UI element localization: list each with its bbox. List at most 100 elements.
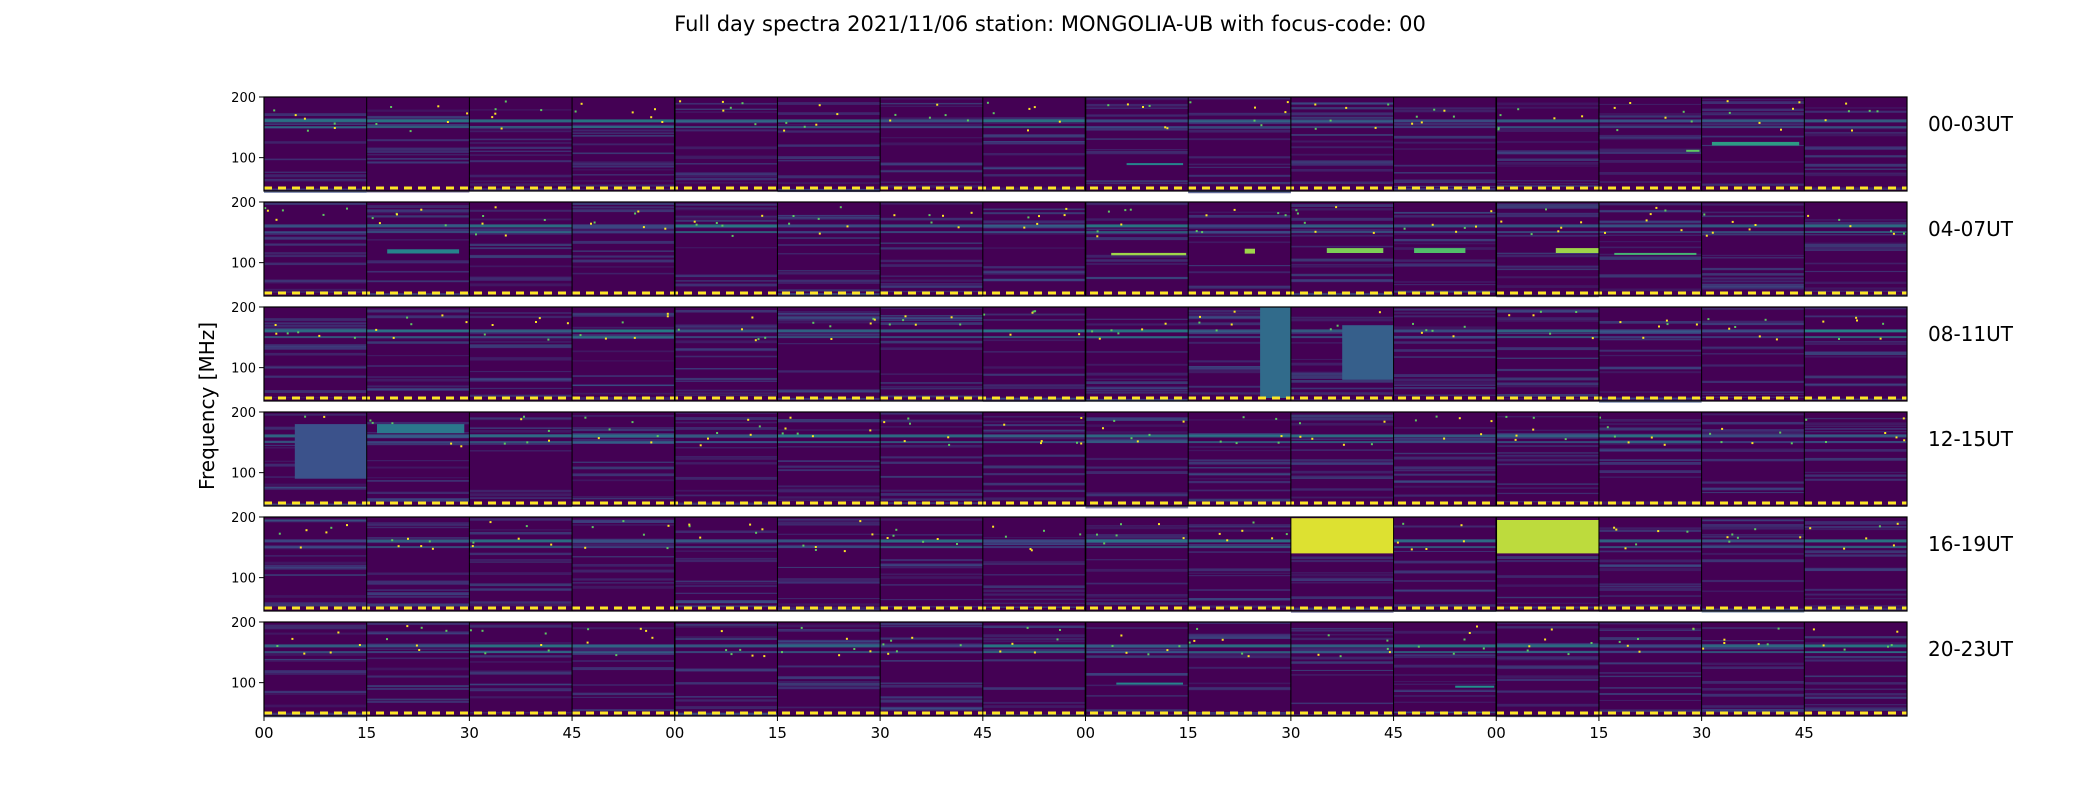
noise-streak — [469, 337, 573, 340]
noise-streak — [1496, 487, 1599, 489]
fm-band — [1496, 126, 1599, 129]
noise-streak — [880, 322, 983, 325]
noise-streak — [1188, 360, 1291, 363]
rfi-spike — [1284, 111, 1287, 114]
noise-streak — [469, 427, 573, 429]
fm-band — [1085, 651, 1189, 654]
noise-streak — [469, 180, 573, 183]
noise-streak — [469, 128, 573, 130]
noise-streak — [674, 427, 778, 430]
noise-streak — [366, 580, 470, 584]
rfi-spike — [729, 106, 732, 109]
rfi-spike — [1299, 435, 1302, 438]
noise-streak — [880, 637, 983, 640]
rfi-spike — [1111, 645, 1114, 647]
rfi-spike — [1734, 326, 1737, 328]
rfi-spike — [1902, 417, 1905, 420]
noise-streak — [1393, 381, 1497, 385]
noise-streak — [982, 175, 1086, 177]
noise-streak — [880, 142, 983, 146]
noise-streak — [1188, 121, 1291, 125]
noise-streak — [469, 146, 573, 149]
rfi-spike — [1148, 433, 1151, 436]
fm-band — [674, 539, 778, 543]
rfi-spike — [1711, 231, 1714, 234]
fm-band — [572, 126, 675, 129]
noise-streak — [1393, 701, 1497, 703]
rfi-spike — [1252, 521, 1255, 524]
noise-streak — [264, 324, 367, 327]
noise-streak — [674, 310, 778, 313]
rfi-spike — [333, 127, 336, 129]
rfi-spike — [651, 636, 654, 639]
noise-streak — [1393, 284, 1497, 286]
noise-streak — [572, 627, 675, 630]
rfi-spike — [815, 123, 818, 126]
noise-streak — [1804, 340, 1907, 343]
row-time-label: 04-07UT — [1928, 217, 2014, 241]
spectrogram-panel — [1701, 308, 1805, 398]
rfi-spike — [637, 210, 640, 213]
noise-streak — [1290, 475, 1394, 478]
noise-streak — [1188, 634, 1291, 638]
noise-streak — [264, 123, 367, 125]
noise-streak — [1393, 374, 1497, 377]
noise-streak — [572, 497, 675, 500]
rfi-spike — [297, 331, 300, 334]
rfi-spike — [275, 332, 278, 335]
noise-streak — [1085, 466, 1189, 469]
noise-streak — [1701, 559, 1805, 563]
spectrogram-panel — [674, 203, 778, 287]
noise-streak — [1804, 242, 1907, 245]
noise-streak — [880, 264, 983, 267]
rfi-spike — [1692, 628, 1695, 631]
rfi-spike — [1388, 651, 1391, 654]
fm-band — [1701, 644, 1805, 648]
noise-streak — [674, 102, 778, 105]
rfi-spike — [491, 324, 494, 326]
rfi-spike — [812, 321, 815, 324]
noise-streak — [1496, 106, 1599, 109]
noise-streak — [1804, 127, 1907, 130]
noise-streak — [674, 623, 778, 626]
rfi-spike — [1754, 528, 1757, 531]
noise-streak — [1085, 381, 1189, 384]
noise-streak — [880, 247, 983, 250]
noise-streak — [1085, 471, 1189, 474]
rfi-spike — [1663, 443, 1666, 446]
noise-streak — [674, 489, 778, 492]
noise-streak — [674, 436, 778, 439]
signal-burst — [1342, 325, 1394, 380]
rfi-spike — [1497, 128, 1500, 131]
rfi-spike — [763, 655, 766, 658]
noise-streak — [982, 266, 1086, 269]
spectrogram-panel — [366, 622, 470, 703]
rfi-spike — [1690, 120, 1693, 123]
noise-streak — [469, 265, 573, 268]
rfi-spike — [1463, 638, 1466, 641]
noise-streak — [1598, 550, 1702, 553]
noise-streak — [1701, 662, 1805, 665]
noise-streak — [572, 442, 675, 444]
fm-band — [880, 644, 983, 648]
noise-streak — [880, 682, 983, 685]
fm-band — [1188, 329, 1291, 333]
noise-streak — [572, 272, 675, 275]
fm-band — [366, 644, 470, 648]
rfi-spike — [749, 433, 752, 436]
noise-streak — [777, 582, 881, 584]
noise-streak — [1496, 285, 1599, 288]
noise-streak — [1290, 714, 1394, 716]
noise-streak — [366, 260, 470, 263]
noise-streak — [1393, 690, 1497, 692]
noise-streak — [1701, 627, 1805, 629]
spectrogram-panel — [1496, 102, 1599, 188]
noise-streak — [469, 109, 573, 111]
noise-streak — [1290, 596, 1394, 599]
noise-streak — [982, 562, 1086, 565]
rfi-spike — [1414, 419, 1417, 422]
noise-streak — [1085, 595, 1189, 598]
noise-streak — [1188, 666, 1291, 669]
fm-band — [572, 119, 675, 123]
